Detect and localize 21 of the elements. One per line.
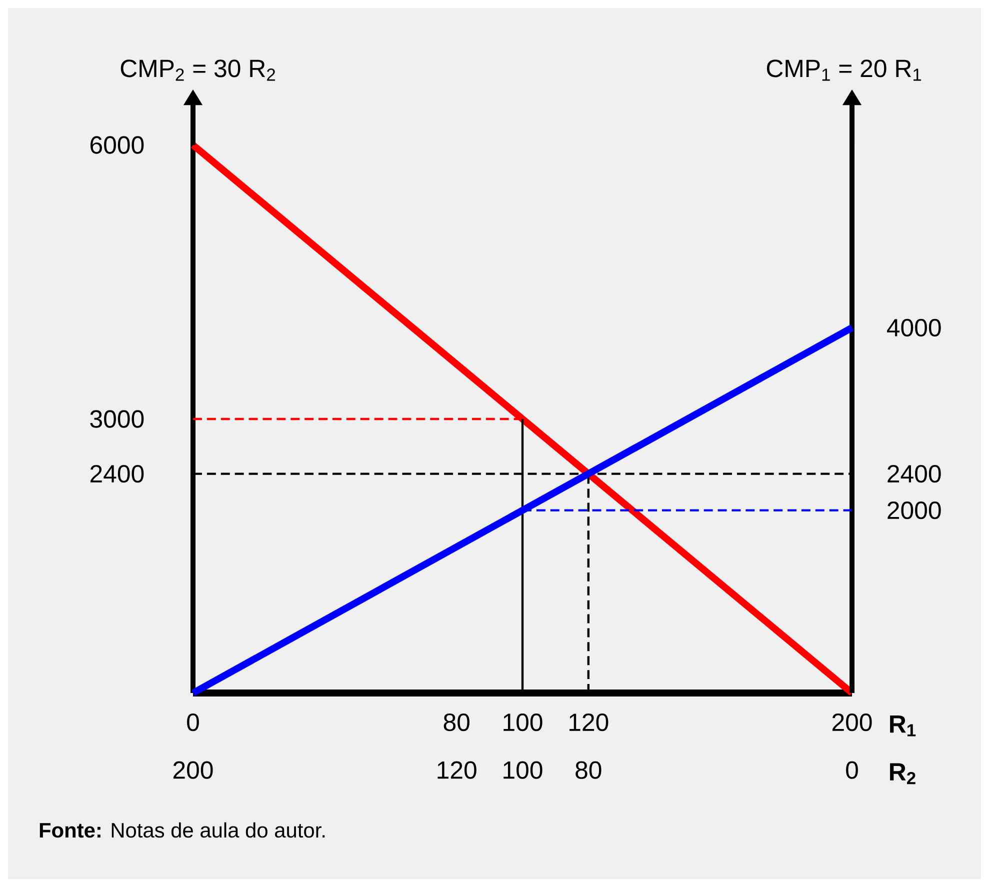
- y-tick-label: 3000: [90, 410, 144, 428]
- x2-tick-label: 0: [846, 761, 858, 779]
- y2-tick-label: 4000: [886, 318, 941, 336]
- y-axis-title: CMP$_{2}$ = 30 R$_{2}$: [120, 60, 275, 81]
- x2-tick-label: 200: [173, 761, 213, 779]
- y-tick-label: 2400: [90, 464, 144, 483]
- x2-tick-label: 100: [504, 761, 542, 779]
- x2-tick-label: 80: [576, 761, 602, 779]
- x-tick-label: 200: [832, 713, 872, 732]
- y-tick-label: 6000: [90, 136, 144, 154]
- x-axis-title: R$_{1}$: [890, 715, 916, 736]
- x-tick-label: 120: [570, 713, 608, 732]
- x-tick-label: 100: [504, 713, 542, 732]
- y2-tick-label: 2000: [888, 502, 941, 520]
- x-tick-label: 0: [187, 713, 199, 732]
- y2-axis-title: CMP$_{1}$ = 20 R$_{1}$: [766, 60, 922, 81]
- text: Fonte: Notas de aula do autor.: [40, 822, 325, 838]
- x2-tick-label: 120: [438, 761, 476, 779]
- x2-axis-title: R$_{2}$: [890, 763, 916, 784]
- x-tick-label: 80: [444, 713, 470, 732]
- y2-tick-label: 2400: [888, 464, 941, 483]
